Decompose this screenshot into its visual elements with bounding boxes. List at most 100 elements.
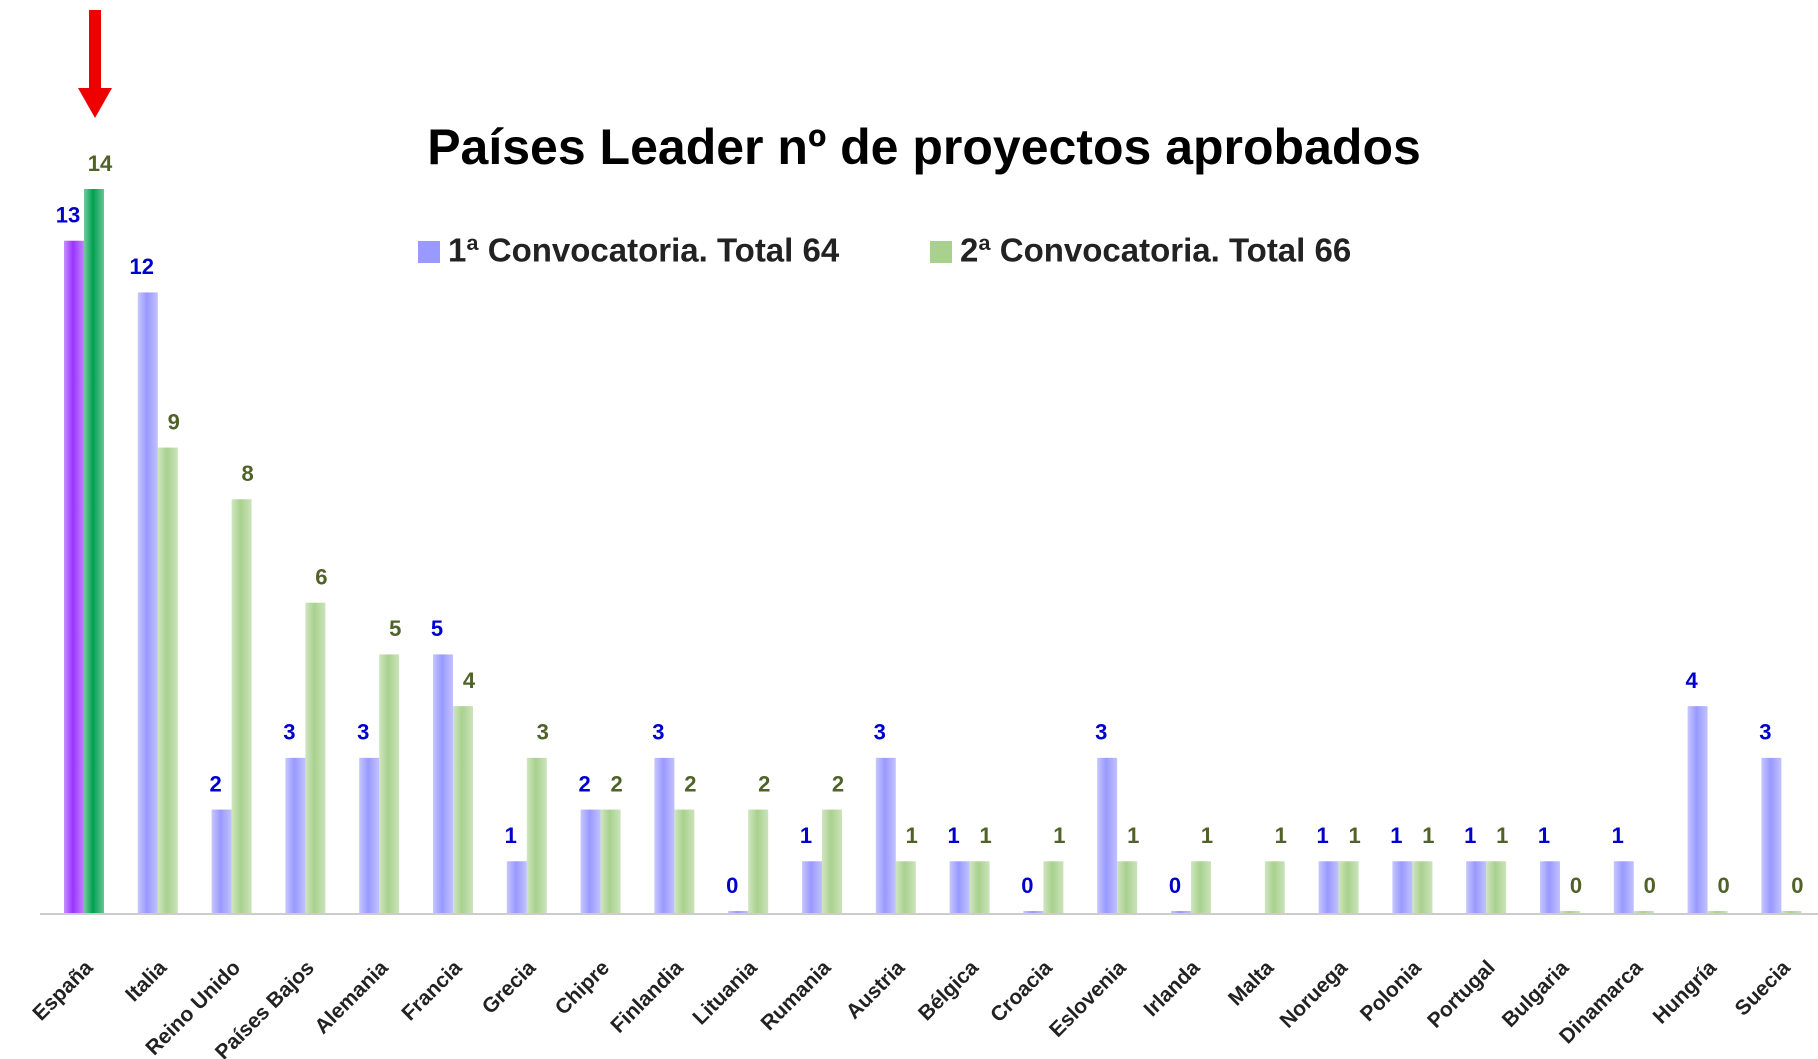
x-tick-label: Italia (121, 956, 171, 1006)
bar (285, 757, 306, 913)
bar (1486, 861, 1507, 913)
x-tick-label: Malta (1224, 956, 1278, 1010)
data-label: 1 (947, 823, 959, 848)
bar (1761, 757, 1782, 913)
bar (211, 809, 232, 913)
bar (231, 499, 252, 913)
bar (969, 861, 990, 913)
bar (600, 809, 621, 913)
bar (1687, 706, 1708, 913)
x-tick-label: Bélgica (914, 956, 983, 1025)
bar (1781, 911, 1802, 913)
data-label: 1 (1316, 823, 1328, 848)
x-tick-label: Finlandia (606, 956, 688, 1038)
data-label: 3 (357, 720, 369, 745)
data-label: 4 (1685, 668, 1698, 693)
bar (379, 654, 400, 913)
bar (1338, 861, 1359, 913)
data-label: 0 (1717, 873, 1729, 898)
data-label: 0 (1644, 873, 1656, 898)
bar (1412, 861, 1433, 913)
bar (305, 602, 326, 913)
data-label: 3 (1095, 720, 1107, 745)
data-label: 13 (56, 203, 80, 228)
bar (453, 706, 473, 913)
x-tick-label: Noruega (1276, 956, 1353, 1033)
bar (84, 189, 104, 913)
data-label: 0 (1021, 873, 1033, 898)
bar (137, 292, 158, 913)
data-label: 1 (1201, 823, 1213, 848)
x-tick-label: Polonia (1356, 956, 1426, 1026)
data-label: 5 (431, 616, 443, 641)
bar (359, 757, 380, 913)
bar (748, 809, 769, 913)
bar (875, 757, 896, 913)
bar (1264, 861, 1285, 913)
bar (1318, 861, 1339, 913)
data-label: 4 (463, 668, 476, 693)
bar (1540, 861, 1560, 913)
data-label: 1 (906, 823, 918, 848)
data-label: 2 (758, 771, 770, 796)
chart-title: Países Leader nº de proyectos aprobados (427, 119, 1421, 175)
data-label: 6 (315, 565, 327, 590)
data-label: 3 (874, 720, 886, 745)
data-label: 2 (209, 771, 221, 796)
data-label: 2 (684, 771, 696, 796)
bar (580, 809, 601, 913)
x-tick-label: Francia (397, 956, 466, 1025)
data-label: 9 (168, 409, 180, 434)
data-label: 0 (726, 873, 738, 898)
x-tick-label: Hungría (1649, 956, 1722, 1029)
bar (674, 809, 695, 913)
x-tick-label: Alemania (310, 956, 393, 1039)
data-label: 1 (505, 823, 517, 848)
bar (506, 861, 527, 913)
data-label: 2 (610, 771, 622, 796)
bar (1392, 861, 1413, 913)
data-label: 1 (1127, 823, 1139, 848)
bar (1613, 861, 1634, 913)
data-label: 1 (800, 823, 812, 848)
x-tick-label: Chipre (551, 956, 614, 1019)
legend-swatch (418, 241, 440, 263)
data-label: 0 (1169, 873, 1181, 898)
x-tick-label: Suecia (1731, 956, 1795, 1020)
legend-label: 1ª Convocatoria. Total 64 (448, 232, 840, 269)
x-tick-label: Eslovenia (1045, 956, 1131, 1042)
data-label: 5 (389, 616, 401, 641)
data-label: 3 (283, 720, 295, 745)
bar (1023, 911, 1044, 913)
data-label: 2 (578, 771, 590, 796)
bar (1171, 911, 1191, 913)
bar (526, 757, 547, 913)
bar (1633, 911, 1654, 913)
data-label: 8 (241, 461, 253, 486)
x-tick-label: Grecia (478, 956, 541, 1019)
bar (802, 861, 822, 913)
highlight-arrow (78, 10, 112, 118)
data-label: 3 (652, 720, 664, 745)
bar (1043, 861, 1064, 913)
data-label: 3 (537, 720, 549, 745)
x-tick-label: Lituania (688, 956, 761, 1029)
bar (895, 861, 916, 913)
data-label: 1 (1390, 823, 1402, 848)
bar (157, 447, 178, 913)
data-label: 1 (1275, 823, 1287, 848)
data-label: 1 (1612, 823, 1624, 848)
bar (1097, 757, 1118, 913)
bar (1191, 861, 1211, 913)
data-label: 3 (1759, 720, 1771, 745)
x-tick-label: Austria (842, 956, 910, 1024)
x-tick-label: Croacia (986, 956, 1057, 1027)
data-label: 1 (1464, 823, 1476, 848)
bar (1117, 861, 1138, 913)
bar (654, 757, 675, 913)
x-tick-label: Portugal (1423, 956, 1499, 1032)
x-tick-label: Irlanda (1140, 956, 1205, 1021)
bar (1707, 911, 1728, 913)
data-label: 2 (832, 771, 844, 796)
